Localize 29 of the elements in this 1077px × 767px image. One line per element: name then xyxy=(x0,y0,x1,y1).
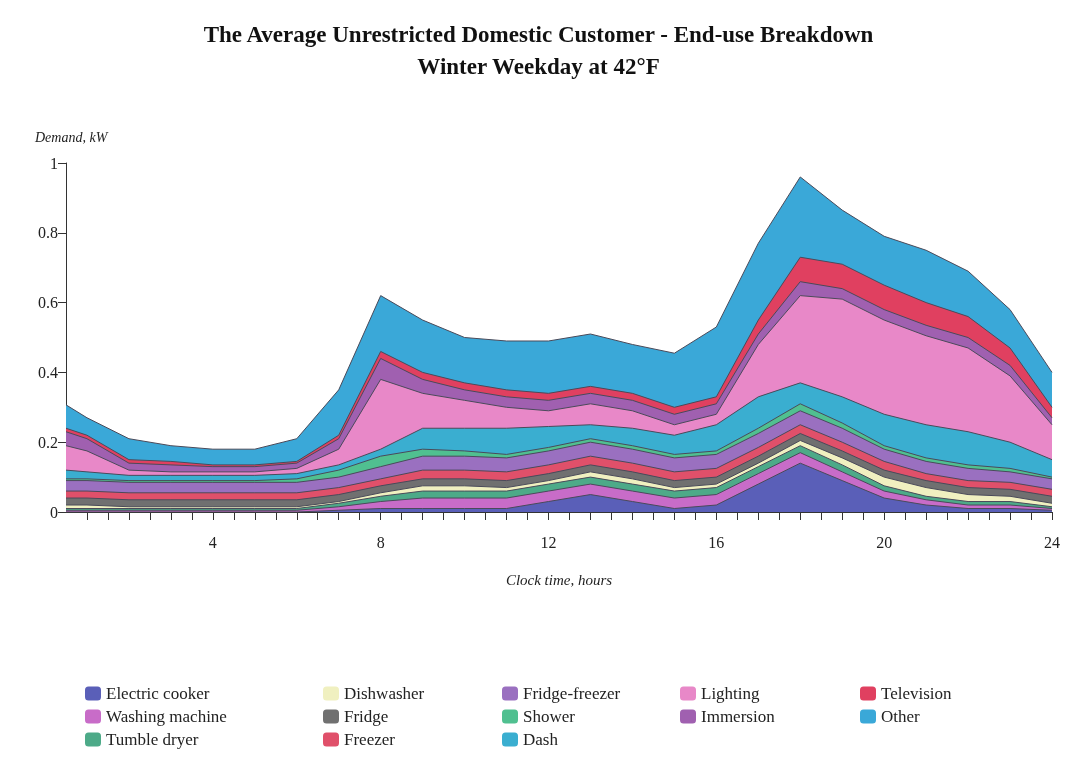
legend-label: Other xyxy=(881,707,921,726)
x-tick-label: 12 xyxy=(540,533,557,551)
y-tick-label: 0.8 xyxy=(38,224,58,242)
legend-label: Dishwasher xyxy=(344,684,425,703)
legend-label: Immersion xyxy=(701,707,776,726)
y-tick-label: 0.2 xyxy=(38,433,58,451)
legend-label: Electric cooker xyxy=(106,684,210,703)
x-tick-label: 4 xyxy=(208,533,217,551)
y-tick-label: 0.4 xyxy=(38,363,58,381)
legend-label: Tumble dryer xyxy=(106,730,199,749)
legend-label: Shower xyxy=(523,707,576,726)
x-tick-label: 20 xyxy=(876,533,893,551)
y-tick-label: 0.6 xyxy=(38,294,58,312)
x-tick-label: 24 xyxy=(1044,533,1060,551)
y-tick-label: 1 xyxy=(50,154,58,172)
legend-label: Television xyxy=(881,684,953,703)
legend-label: Freezer xyxy=(344,730,396,749)
legend-label: Lighting xyxy=(701,684,761,703)
legend-label: Dash xyxy=(523,730,559,749)
y-axis-title: Demand, kW xyxy=(34,129,109,145)
y-tick-label: 0 xyxy=(50,503,58,521)
legend-label: Washing machine xyxy=(106,707,227,726)
legend-label: Fridge-freezer xyxy=(523,684,621,703)
x-tick-label: 16 xyxy=(708,533,725,551)
legend-label: Fridge xyxy=(344,707,389,726)
x-axis-title: Clock time, hours xyxy=(505,571,613,588)
chart-title: The Average Unrestricted Domestic Customer - End-use Breakdown xyxy=(203,22,874,47)
chart-subtitle: Winter Weekday at 42°F xyxy=(417,54,660,79)
x-tick-label: 8 xyxy=(376,533,385,551)
